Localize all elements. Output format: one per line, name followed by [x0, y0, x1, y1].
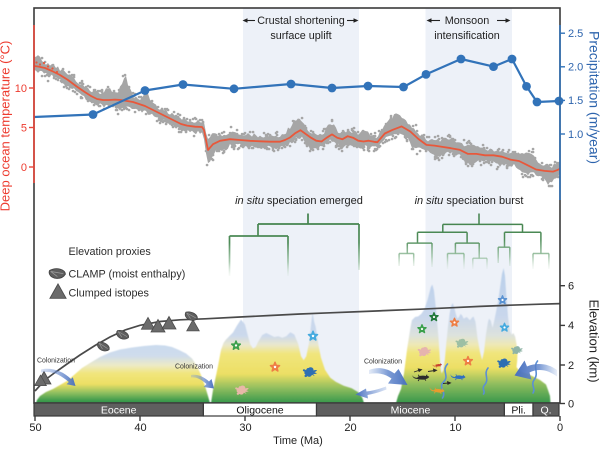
svg-text:Colonization: Colonization	[364, 359, 402, 366]
svg-text:Pli.: Pli.	[511, 404, 526, 416]
svg-text:Deep ocean temperature (°C): Deep ocean temperature (°C)	[0, 41, 13, 212]
svg-text:surface uplift: surface uplift	[270, 30, 331, 42]
svg-text:5: 5	[21, 122, 27, 134]
svg-text:Clumped istopes: Clumped istopes	[69, 288, 150, 300]
svg-text:CLAMP (moist enthalpy): CLAMP (moist enthalpy)	[69, 269, 186, 281]
svg-text:Precipitation (m/year): Precipitation (m/year)	[587, 31, 600, 164]
svg-text:Q.: Q.	[540, 404, 551, 416]
svg-text:Time (Ma): Time (Ma)	[273, 435, 323, 447]
svg-text:2.5: 2.5	[568, 28, 583, 40]
svg-text:in situ speciation burst: in situ speciation burst	[415, 195, 524, 207]
svg-text:0: 0	[21, 162, 27, 174]
svg-text:1.0: 1.0	[568, 129, 583, 141]
svg-text:1.5: 1.5	[568, 95, 583, 107]
svg-text:intensification: intensification	[434, 30, 499, 42]
svg-text:0: 0	[557, 422, 563, 434]
svg-text:0: 0	[568, 398, 574, 410]
svg-text:Crustal shortening: Crustal shortening	[257, 15, 345, 27]
svg-text:20: 20	[344, 422, 356, 434]
svg-text:Colonization: Colonization	[37, 358, 75, 365]
svg-text:Elevation proxies: Elevation proxies	[69, 246, 152, 258]
svg-text:Colonization: Colonization	[175, 364, 213, 371]
svg-text:40: 40	[134, 422, 146, 434]
svg-text:Oligocene: Oligocene	[236, 404, 283, 416]
svg-text:6: 6	[568, 281, 574, 293]
svg-text:Elevation (km): Elevation (km)	[587, 299, 600, 382]
svg-text:Monsoon: Monsoon	[445, 15, 489, 27]
svg-text:10: 10	[15, 83, 27, 95]
svg-text:10: 10	[449, 422, 461, 434]
svg-text:2.0: 2.0	[568, 62, 583, 74]
svg-text:2: 2	[568, 360, 574, 372]
svg-text:Miocene: Miocene	[391, 404, 431, 416]
svg-text:50: 50	[29, 422, 41, 434]
svg-text:4: 4	[568, 320, 574, 332]
svg-text:30: 30	[239, 422, 251, 434]
svg-text:in situ speciation emerged: in situ speciation emerged	[235, 195, 363, 207]
svg-text:Eocene: Eocene	[101, 404, 137, 416]
